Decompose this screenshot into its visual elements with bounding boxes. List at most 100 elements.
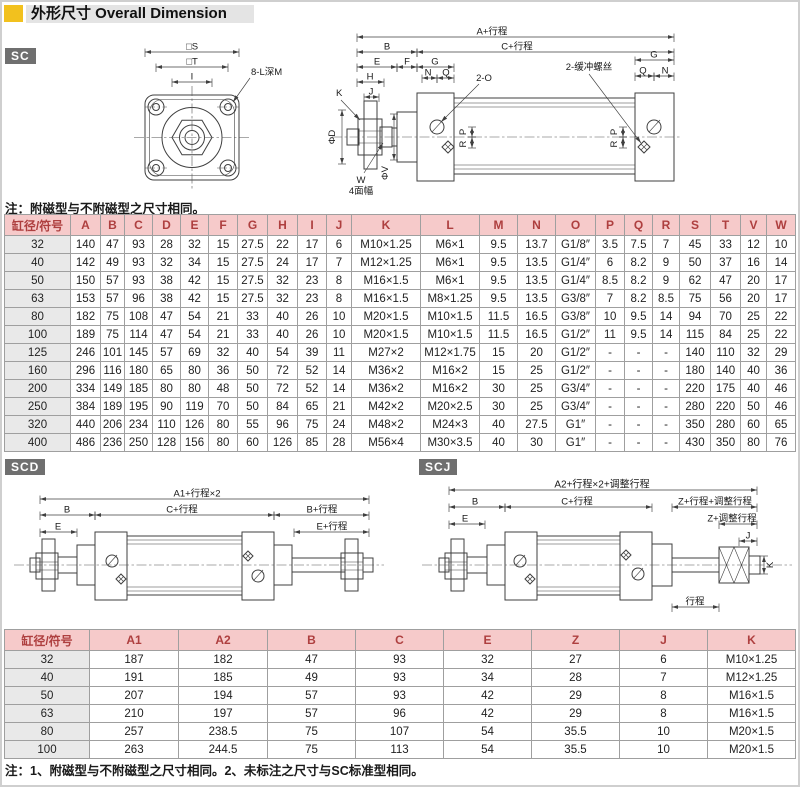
table-row: 40 142 49 93 32 34 15 27.5 24 17 7 M12×1.25 M6×1 9.5 1…	[4, 253, 796, 272]
dimension-cell: 7.5	[624, 235, 653, 254]
dimension-cell: 8	[326, 289, 352, 308]
dim-label: E+行程	[317, 521, 348, 533]
dimension-cell: 350	[710, 433, 741, 452]
dimension-cell: M10×1.5	[420, 307, 480, 326]
dimension-cell: 17	[766, 289, 796, 308]
leader-label: K	[336, 88, 343, 99]
section-label-scd: SCD	[5, 459, 46, 475]
dimension-cell: 80	[208, 433, 238, 452]
dimension-cell: 32	[267, 271, 298, 290]
table-row: 160 296 116 180 65 80 36 50 72 52 14 M36×2 M16×2 15 25…	[4, 361, 796, 380]
column-header: J	[619, 629, 708, 651]
column-header: C	[124, 214, 153, 236]
dimension-cell: M20×2.5	[420, 397, 480, 416]
dim-label: ΦV	[380, 165, 391, 180]
dimension-cell: 23	[297, 271, 327, 290]
dimension-cell: 32	[443, 650, 532, 669]
dimension-cell: 49	[100, 253, 125, 272]
dimension-cell: G3/8″	[555, 307, 596, 326]
dimension-cell: G1/4″	[555, 253, 596, 272]
dimension-cell: 36	[766, 361, 796, 380]
column-header: T	[710, 214, 741, 236]
dimension-cell: 96	[355, 704, 444, 723]
dimension-cell: M56×4	[351, 433, 421, 452]
bore-size-cell: 50	[4, 271, 71, 290]
bore-size-cell: 32	[4, 235, 71, 254]
dimension-cell: 486	[70, 433, 101, 452]
dimension-cell: 250	[124, 433, 153, 452]
dim-label: B	[472, 497, 478, 508]
dimension-cell: 207	[89, 686, 179, 705]
dimension-cell: 96	[267, 415, 298, 434]
dimension-cell: 42	[180, 271, 209, 290]
dimension-cell: G3/8″	[555, 289, 596, 308]
column-header: D	[152, 214, 181, 236]
dimension-cell: 47	[710, 271, 741, 290]
dimension-cell: 40	[740, 361, 767, 380]
dimension-cell: 197	[178, 704, 268, 723]
dimension-cell: 46	[766, 397, 796, 416]
scj-drawing: A2+行程×2+调整行程 B C+行程 Z+行程+调整行程 E Z+调整行程 J 行程 K	[422, 478, 792, 612]
dimension-cell: 54	[180, 325, 209, 344]
column-header: B	[267, 629, 356, 651]
dimension-cell: 15	[479, 343, 518, 362]
dimension-cell: 8	[619, 704, 708, 723]
dimension-cell: 10	[619, 722, 708, 741]
dimension-cell: 180	[124, 361, 153, 380]
dimension-cell: 22	[766, 325, 796, 344]
header-row: 缸径/符号 A1 A2 B C E Z J K	[4, 629, 796, 651]
table-row: 125 246 101 145 57 69 32 40 54 39 11 M27×2 M12×1.75 1…	[4, 343, 796, 362]
dimension-cell: 20	[740, 289, 767, 308]
dimension-cell: 384	[70, 397, 101, 416]
dimension-cell: -	[652, 415, 680, 434]
dimension-cell: 15	[479, 361, 518, 380]
dimension-cell: M20×1.5	[707, 722, 796, 741]
dimension-cell: 7	[652, 235, 680, 254]
dimension-cell: -	[595, 379, 625, 398]
table-row: 32 187 182 47 93 32 27 6 M10×1.25	[4, 650, 796, 669]
dimension-cell: 75	[297, 415, 327, 434]
dimension-cell: 140	[679, 343, 711, 362]
column-header: R	[652, 214, 680, 236]
dimension-cell: 70	[710, 307, 741, 326]
dimension-cell: 32	[180, 235, 209, 254]
dim-label: F	[404, 57, 410, 68]
title-bar: 外形尺寸 Overall Dimension	[26, 5, 254, 23]
dimension-cell: 189	[70, 325, 101, 344]
table-row: 100 263 244.5 75 113 54 35.5 10 M20×1.5	[4, 740, 796, 759]
sc-table-note: 注：附磁型与不附磁型之尺寸相同。	[5, 202, 206, 216]
dim-label: J	[369, 87, 374, 98]
dimension-cell: 52	[297, 361, 327, 380]
dimension-cell: 128	[152, 433, 181, 452]
dimension-cell: 126	[180, 415, 209, 434]
dimension-cell: 57	[267, 686, 356, 705]
dimension-cell: 350	[679, 415, 711, 434]
dimension-cell: 7	[326, 253, 352, 272]
dimension-cell: 180	[679, 361, 711, 380]
dim-label: P	[458, 129, 469, 135]
column-header: F	[208, 214, 238, 236]
dimension-cell: 25	[517, 361, 556, 380]
dimension-cell: 35.5	[531, 722, 620, 741]
dim-label: A+行程	[477, 26, 508, 38]
dimension-cell: 234	[124, 415, 153, 434]
dimension-cell: -	[595, 415, 625, 434]
dim-label: 行程	[685, 596, 705, 608]
dim-label: □T	[186, 57, 198, 68]
dimension-cell: -	[652, 361, 680, 380]
leader-label: 8-L深M	[251, 67, 282, 78]
dim-label: I	[191, 72, 194, 83]
dim-label: K	[765, 561, 776, 568]
dimension-cell: 10	[326, 325, 352, 344]
dimension-cell: 9.5	[479, 289, 518, 308]
dimension-cell: 93	[355, 650, 444, 669]
dimension-cell: 25	[517, 397, 556, 416]
table-row: 63 153 57 96 38 42 15 27.5 32 23 8 M16×1.5 M8×1.25 9.…	[4, 289, 796, 308]
bore-size-cell: 32	[4, 650, 90, 669]
dim-label: C+行程	[166, 504, 198, 516]
dimension-cell: 17	[297, 235, 327, 254]
dimension-cell: 80	[152, 379, 181, 398]
table-row: 80 182 75 108 47 54 21 33 40 26 10 M20×1.5 M10×1.5 11…	[4, 307, 796, 326]
bottom-note: 注：1、附磁型与不附磁型之尺寸相同。2、未标注之尺寸与SC标准型相同。	[5, 764, 424, 778]
dimension-cell: 14	[326, 361, 352, 380]
